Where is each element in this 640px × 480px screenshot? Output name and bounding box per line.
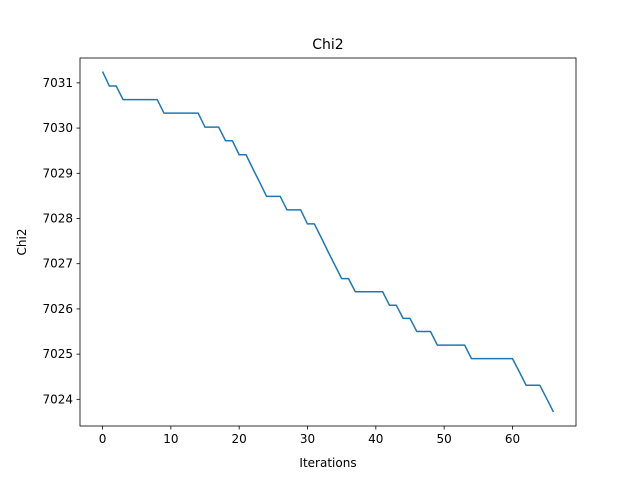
x-axis-ticks: 0 10 20 30 40 50 60 <box>99 426 520 446</box>
plot-area <box>80 58 576 426</box>
x-tick-label: 60 <box>505 432 520 446</box>
x-tick-label: 0 <box>99 432 107 446</box>
y-axis-label: Chi2 <box>15 229 29 256</box>
y-tick-label: 7026 <box>42 302 73 316</box>
y-tick-label: 7030 <box>42 121 73 135</box>
x-axis-label: Iterations <box>299 456 356 470</box>
y-tick-label: 7031 <box>42 76 73 90</box>
y-tick-label: 7025 <box>42 347 73 361</box>
x-tick-label: 20 <box>232 432 247 446</box>
y-tick-label: 7024 <box>42 392 73 406</box>
y-tick-label: 7028 <box>42 211 73 225</box>
chart-title: Chi2 <box>312 37 343 53</box>
y-tick-label: 7029 <box>42 166 73 180</box>
x-tick-label: 40 <box>368 432 383 446</box>
y-tick-label: 7027 <box>42 257 73 271</box>
x-tick-label: 50 <box>437 432 452 446</box>
y-axis-ticks: 7024 7025 7026 7027 7028 7029 7030 7031 <box>42 76 80 406</box>
plot-frame <box>79 57 577 427</box>
chi2-series-line <box>101 71 555 413</box>
x-tick-label: 30 <box>300 432 315 446</box>
x-tick-label: 10 <box>163 432 178 446</box>
